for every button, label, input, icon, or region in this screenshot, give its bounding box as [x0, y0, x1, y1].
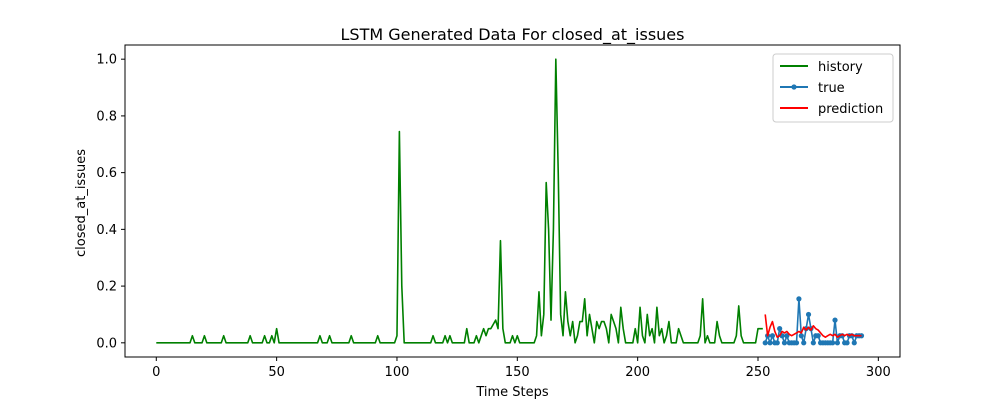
y-axis-label: closed_at_issues [74, 149, 89, 257]
true-point [815, 333, 821, 339]
true-point [769, 333, 776, 339]
true-point [774, 340, 780, 346]
chart-title: LSTM Generated Data For closed_at_issues [341, 25, 685, 45]
plot-frame [124, 44, 901, 358]
legend-history-label: history [818, 60, 863, 75]
true-point [781, 340, 788, 346]
x-axis-label: Time Steps [475, 385, 549, 400]
x-tick-label: 150 [505, 365, 530, 380]
true-point [798, 333, 804, 339]
legend-box [772, 53, 894, 123]
x-tick-label: 0 [152, 365, 160, 380]
true-point [805, 311, 812, 318]
y-tick-label: 0.0 [96, 336, 117, 351]
prediction-series-line [764, 314, 862, 338]
axes: 0 50 100 150 200 250 300 0.0 0.2 0.4 0.6 0.8 1.0 [96, 44, 901, 380]
true-point [832, 317, 838, 323]
legend-prediction-label: prediction [818, 102, 883, 117]
legend-true-label: true [818, 81, 845, 96]
true-point [801, 340, 807, 346]
true-point [830, 340, 836, 346]
history-series-line [156, 58, 763, 344]
true-point [767, 340, 773, 346]
true-point [762, 340, 768, 346]
y-tick-label: 0.8 [96, 109, 117, 124]
x-tick-label: 250 [746, 365, 771, 380]
y-tick-label: 0.6 [96, 166, 117, 181]
y-tick-label: 0.2 [96, 280, 117, 295]
true-point [810, 340, 816, 346]
x-tick-label: 100 [385, 365, 410, 380]
x-tick-label: 50 [268, 365, 285, 380]
true-point [844, 340, 850, 346]
true-point [851, 340, 857, 346]
x-tick-label: 200 [625, 365, 650, 380]
true-point [834, 340, 841, 346]
y-tick-label: 0.4 [96, 223, 117, 238]
true-point [793, 340, 800, 346]
true-point [784, 333, 790, 339]
x-tick-label: 300 [866, 365, 891, 380]
true-point [777, 326, 783, 332]
plot-area [156, 58, 865, 346]
true-point [796, 296, 802, 302]
legend-true-marker [791, 84, 797, 90]
legend: history true prediction [772, 53, 894, 123]
y-tick-label: 1.0 [96, 53, 117, 68]
